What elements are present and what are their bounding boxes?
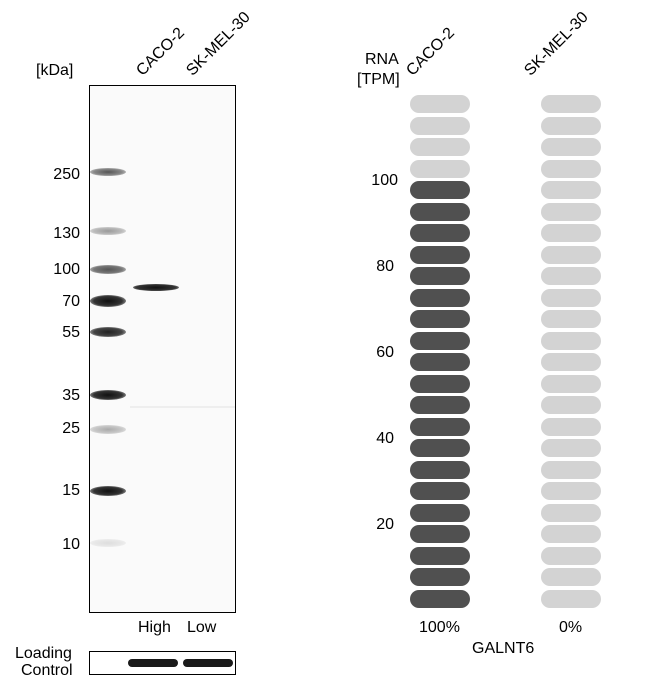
rna-pill-caco2-19 (410, 482, 470, 500)
rna-pill-caco2-10 (410, 288, 470, 307)
rna-pill-caco2-9 (410, 267, 470, 285)
gene-name: GALNT6 (472, 640, 535, 657)
rna-pill-caco2-21 (410, 525, 470, 543)
rna-pill-skmel30-2 (541, 116, 601, 135)
mw-marker-100: 100 (53, 261, 80, 278)
rna-pill-skmel30-21 (541, 525, 601, 543)
ladder-band-10 (90, 539, 126, 547)
rna-pill-caco2-2 (410, 116, 470, 135)
rna-pill-skmel30-6 (541, 202, 601, 221)
ladder-band-130 (90, 227, 126, 235)
rna-cell-line-label-caco2: CACO-2 (403, 24, 459, 80)
rna-pill-skmel30-16 (541, 417, 601, 436)
rna-pill-skmel30-14 (541, 374, 601, 393)
ladder-band-70 (90, 295, 126, 307)
rna-pill-caco2-5 (410, 181, 470, 199)
loading-control-label-line1: Loading (15, 645, 72, 662)
rna-pill-skmel30-23 (541, 568, 601, 586)
rna-pill-skmel30-24 (541, 589, 601, 608)
rna-axis-tick-40: 40 (376, 430, 394, 447)
lane-level-high: High (138, 619, 171, 636)
rna-pill-caco2-17 (410, 439, 470, 457)
faint-smear (130, 406, 235, 408)
rna-axis-tick-100: 100 (371, 172, 398, 189)
rna-pill-skmel30-20 (541, 503, 601, 522)
rna-pill-caco2-7 (410, 224, 470, 242)
loading-control-label-line2: Control (21, 662, 73, 679)
blot-lane-label-caco2: CACO-2 (133, 24, 189, 80)
rna-percentage-skmel30: 0% (559, 619, 583, 636)
rna-pill-skmel30-7 (541, 224, 601, 242)
ladder-band-25 (90, 425, 126, 434)
rna-pill-caco2-4 (410, 159, 470, 178)
ladder-band-35 (90, 390, 126, 400)
rna-pill-caco2-13 (410, 353, 470, 371)
mw-marker-250: 250 (53, 166, 80, 183)
rna-pill-skmel30-5 (541, 181, 601, 199)
mw-marker-15: 15 (62, 482, 80, 499)
rna-pill-column-skmel30 (541, 95, 601, 608)
rna-pill-caco2-23 (410, 568, 470, 586)
lane-level-low: Low (187, 619, 217, 636)
rna-pill-caco2-8 (410, 245, 470, 264)
rna-pill-skmel30-10 (541, 288, 601, 307)
loading-control-band-skmel30 (183, 659, 233, 667)
rna-pill-caco2-11 (410, 310, 470, 328)
rna-axis-tick-80: 80 (376, 258, 394, 275)
ladder-band-55 (90, 327, 126, 337)
ladder-band-250 (90, 168, 126, 176)
kda-unit-label: [kDa] (36, 62, 74, 79)
loading-control-band-caco2 (128, 659, 178, 667)
rna-pill-caco2-15 (410, 396, 470, 414)
ladder-band-15 (90, 486, 126, 496)
rna-pill-skmel30-17 (541, 439, 601, 457)
rna-pill-skmel30-15 (541, 396, 601, 414)
mw-marker-25: 25 (62, 420, 80, 437)
mw-marker-70: 70 (62, 293, 80, 310)
rna-pill-caco2-3 (410, 138, 470, 156)
rna-axis-tick-60: 60 (376, 344, 394, 361)
western-blot-image (89, 85, 236, 613)
mw-marker-35: 35 (62, 387, 80, 404)
rna-pill-caco2-24 (410, 589, 470, 608)
rna-pill-skmel30-3 (541, 138, 601, 156)
rna-pill-skmel30-11 (541, 310, 601, 328)
rna-pill-caco2-6 (410, 202, 470, 221)
rna-pill-caco2-1 (410, 95, 470, 113)
rna-pill-skmel30-9 (541, 267, 601, 285)
rna-axis-title-line2: [TPM] (357, 71, 400, 88)
rna-pill-skmel30-19 (541, 482, 601, 500)
rna-pill-skmel30-18 (541, 460, 601, 479)
rna-pill-caco2-16 (410, 417, 470, 436)
rna-pill-caco2-18 (410, 460, 470, 479)
rna-cell-line-label-skmel30: SK-MEL-30 (521, 8, 592, 80)
mw-marker-130: 130 (53, 225, 80, 242)
blot-lane-label-skmel30: SK-MEL-30 (183, 8, 254, 80)
sample-band-caco2 (133, 284, 179, 291)
rna-pill-skmel30-22 (541, 546, 601, 565)
mw-marker-10: 10 (62, 536, 80, 553)
ladder-band-100 (90, 265, 126, 274)
rna-pill-caco2-12 (410, 331, 470, 350)
rna-pill-caco2-22 (410, 546, 470, 565)
rna-pill-skmel30-1 (541, 95, 601, 113)
rna-pill-caco2-20 (410, 503, 470, 522)
rna-pill-skmel30-13 (541, 353, 601, 371)
rna-axis-title-line1: RNA (365, 51, 399, 68)
rna-pill-column-caco2 (410, 95, 470, 608)
mw-marker-55: 55 (62, 324, 80, 341)
rna-pill-skmel30-8 (541, 245, 601, 264)
rna-pill-skmel30-4 (541, 159, 601, 178)
rna-percentage-caco2: 100% (419, 619, 460, 636)
rna-pill-caco2-14 (410, 374, 470, 393)
rna-axis-tick-20: 20 (376, 516, 394, 533)
loading-control-blot (89, 651, 236, 675)
rna-pill-skmel30-12 (541, 331, 601, 350)
